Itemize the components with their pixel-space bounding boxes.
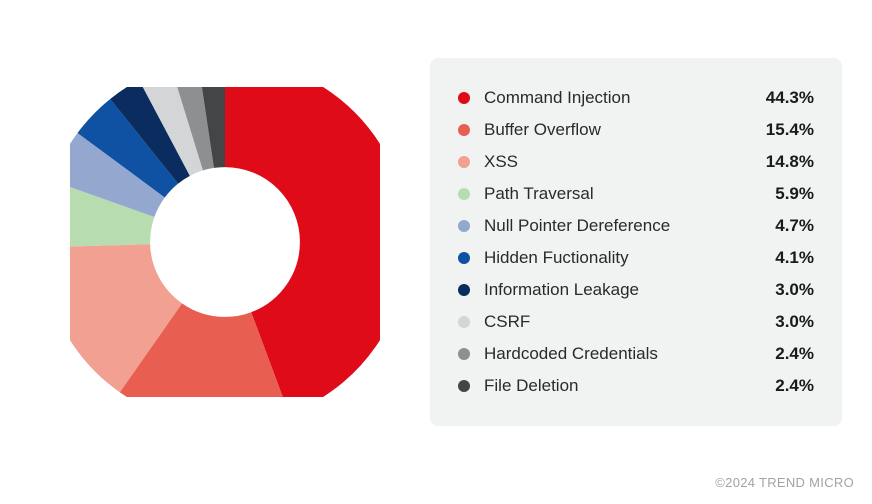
legend-dot-icon xyxy=(458,188,470,200)
legend-label: Information Leakage xyxy=(484,280,755,300)
legend-value: 2.4% xyxy=(775,376,814,396)
legend-row: Hidden Fuctionality 4.1% xyxy=(458,242,814,274)
legend-row: File Deletion 2.4% xyxy=(458,370,814,402)
legend-label: Hardcoded Credentials xyxy=(484,344,755,364)
legend-value: 3.0% xyxy=(775,280,814,300)
legend-row: XSS 14.8% xyxy=(458,146,814,178)
donut-chart-area xyxy=(20,30,430,454)
legend-dot-icon xyxy=(458,252,470,264)
legend-dot-icon xyxy=(458,156,470,168)
legend-label: XSS xyxy=(484,152,746,172)
legend-row: Information Leakage 3.0% xyxy=(458,274,814,306)
legend-row: Buffer Overflow 15.4% xyxy=(458,114,814,146)
legend-dot-icon xyxy=(458,92,470,104)
legend-label: Null Pointer Dereference xyxy=(484,216,755,236)
legend-label: Path Traversal xyxy=(484,184,755,204)
legend-value: 15.4% xyxy=(766,120,814,140)
legend-value: 5.9% xyxy=(775,184,814,204)
donut-chart xyxy=(70,87,380,397)
legend-dot-icon xyxy=(458,380,470,392)
legend-row: Hardcoded Credentials 2.4% xyxy=(458,338,814,370)
legend-value: 2.4% xyxy=(775,344,814,364)
legend-value: 3.0% xyxy=(775,312,814,332)
legend-value: 44.3% xyxy=(766,88,814,108)
legend-label: Buffer Overflow xyxy=(484,120,746,140)
legend-dot-icon xyxy=(458,348,470,360)
legend-label: CSRF xyxy=(484,312,755,332)
legend-label: Hidden Fuctionality xyxy=(484,248,755,268)
legend-label: File Deletion xyxy=(484,376,755,396)
legend-value: 14.8% xyxy=(766,152,814,172)
legend-box: Command Injection 44.3% Buffer Overflow 15.… xyxy=(430,58,842,426)
legend-row: Null Pointer Dereference 4.7% xyxy=(458,210,814,242)
legend-dot-icon xyxy=(458,316,470,328)
legend-dot-icon xyxy=(458,284,470,296)
legend-row: Path Traversal 5.9% xyxy=(458,178,814,210)
donut-svg xyxy=(70,87,380,397)
legend-value: 4.1% xyxy=(775,248,814,268)
attribution-text: ©2024 TREND MICRO xyxy=(715,475,854,490)
legend-value: 4.7% xyxy=(775,216,814,236)
legend-dot-icon xyxy=(458,124,470,136)
chart-container: Command Injection 44.3% Buffer Overflow 15.… xyxy=(0,0,872,504)
legend-label: Command Injection xyxy=(484,88,746,108)
legend-dot-icon xyxy=(458,220,470,232)
legend-row: CSRF 3.0% xyxy=(458,306,814,338)
legend-row: Command Injection 44.3% xyxy=(458,82,814,114)
